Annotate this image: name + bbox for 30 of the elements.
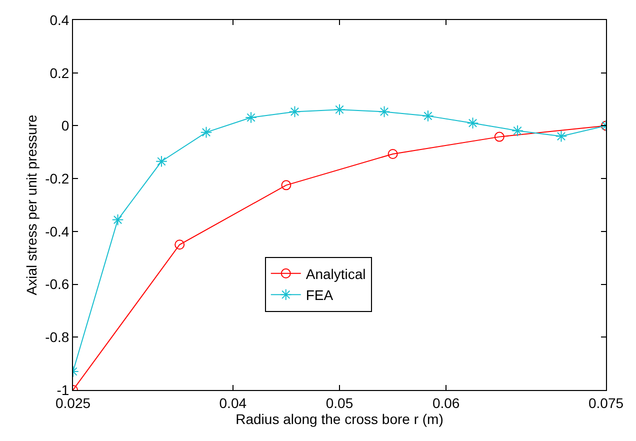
point — [281, 180, 292, 190]
y-tick-label: -0.4 — [45, 223, 70, 240]
point — [174, 240, 185, 250]
point — [388, 148, 398, 159]
y-tick-label: 0 — [61, 118, 70, 134]
y-tick-label: 0.4 — [50, 12, 70, 28]
x-tick-label: 0.04 — [219, 394, 247, 411]
point — [112, 214, 124, 226]
y-tick-label: -0.6 — [45, 276, 70, 292]
point — [378, 106, 390, 118]
point — [334, 104, 346, 116]
y-tick-label: -0.8 — [45, 329, 70, 346]
y-axis-title: Axial stress per unit pressure — [24, 114, 40, 296]
y-tick-label: 0.2 — [50, 64, 70, 81]
point — [156, 155, 168, 168]
point — [466, 117, 479, 129]
legend-label: FEA — [306, 287, 334, 304]
x-axis-title: Radius along the cross bore r (m) — [236, 411, 444, 428]
point — [555, 130, 568, 142]
point — [422, 110, 434, 122]
point — [200, 126, 212, 138]
y-tick-label: -0.2 — [45, 170, 70, 186]
x-tick-label: 0.06 — [432, 394, 460, 411]
x-tick-label: 0.075 — [588, 394, 624, 411]
x-tick-label: 0.05 — [326, 394, 354, 411]
legend-label: Analytical — [306, 266, 366, 282]
point — [494, 132, 504, 142]
point — [288, 106, 301, 118]
point — [512, 124, 524, 137]
point — [245, 112, 257, 124]
